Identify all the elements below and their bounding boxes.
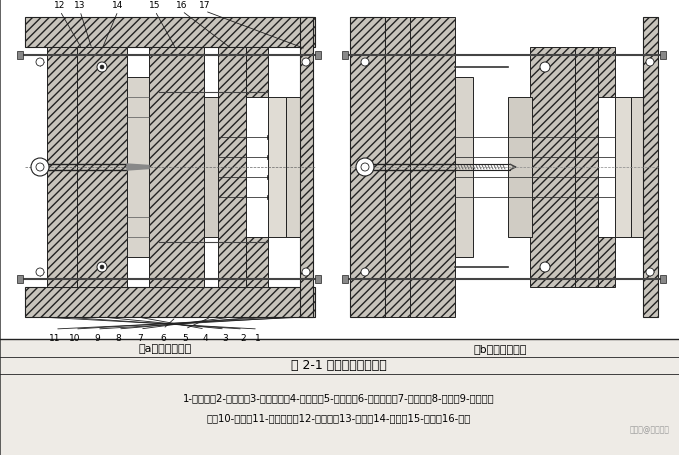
Circle shape [646, 268, 654, 276]
Circle shape [361, 164, 369, 172]
Bar [246, 48, 268, 98]
Circle shape [361, 59, 369, 67]
Text: 7: 7 [137, 333, 143, 342]
Bar [643, 18, 658, 317]
Text: 17: 17 [199, 1, 210, 10]
Bar [598, 238, 615, 288]
Bar [0, 339, 679, 455]
Bar [300, 18, 313, 317]
Text: （a）模具闭合时: （a）模具闭合时 [139, 343, 191, 353]
Text: 16: 16 [177, 1, 188, 10]
Circle shape [302, 268, 310, 276]
Bar [385, 18, 410, 317]
Text: 9: 9 [94, 333, 100, 342]
Circle shape [646, 59, 654, 67]
Text: 3: 3 [222, 333, 228, 342]
Bar [0, 0, 679, 339]
Bar [342, 52, 348, 60]
Text: 10: 10 [69, 333, 81, 342]
Circle shape [540, 63, 550, 73]
Circle shape [97, 263, 107, 273]
Bar [575, 48, 598, 288]
Text: 4: 4 [202, 333, 208, 342]
Bar [342, 275, 348, 283]
Bar [268, 98, 286, 238]
Circle shape [97, 63, 107, 73]
Bar [218, 48, 246, 288]
Text: 1: 1 [255, 333, 261, 342]
Bar [246, 238, 268, 288]
Bar [508, 98, 532, 238]
Bar [77, 48, 127, 288]
Bar [350, 18, 385, 317]
Circle shape [31, 159, 49, 177]
Bar [631, 98, 643, 238]
Circle shape [540, 263, 550, 273]
Bar [530, 48, 575, 288]
Circle shape [302, 59, 310, 67]
Text: 5: 5 [182, 333, 188, 342]
Text: 15: 15 [149, 1, 161, 10]
Text: 12: 12 [54, 1, 66, 10]
Text: 8: 8 [115, 333, 121, 342]
Bar [615, 98, 631, 238]
Circle shape [36, 268, 44, 276]
Text: 1-定位圈；2-浇口套；3-定模底板；4-定模板；5-动模板；6-动模垫板；7-复位杆；8-支架；9-推杆固定: 1-定位圈；2-浇口套；3-定模底板；4-定模板；5-动模板；6-动模垫板；7-… [183, 392, 495, 402]
Text: 11: 11 [50, 333, 60, 342]
Bar [455, 78, 473, 258]
Text: 搜狐号@东湖教育: 搜狐号@东湖教育 [630, 425, 670, 434]
Bar [25, 288, 315, 317]
Circle shape [361, 268, 369, 276]
Bar [598, 48, 615, 98]
Text: 13: 13 [74, 1, 86, 10]
Circle shape [356, 159, 374, 177]
Bar [660, 52, 666, 60]
Bar [47, 48, 77, 288]
Bar [149, 48, 204, 288]
Circle shape [100, 66, 104, 70]
Bar [17, 52, 23, 60]
Text: （b）模具开启时: （b）模具开启时 [473, 343, 527, 353]
Circle shape [100, 265, 104, 269]
Bar [204, 98, 218, 238]
Bar [315, 52, 321, 60]
Bar [17, 275, 23, 283]
Bar [315, 275, 321, 283]
Text: 板；10-推板；11-动模底板；12-拉料杆；13-推杆；14-导柱；15-凸模；16-凹模: 板；10-推板；11-动模底板；12-拉料杆；13-推杆；14-导柱；15-凸模… [207, 412, 471, 422]
Text: 2: 2 [240, 333, 246, 342]
Text: 图 2-1 单分型面注塑模具: 图 2-1 单分型面注塑模具 [291, 359, 387, 372]
Bar [286, 98, 300, 238]
Bar [410, 18, 455, 317]
Circle shape [36, 164, 44, 172]
Polygon shape [127, 165, 149, 171]
Bar [660, 275, 666, 283]
Text: 6: 6 [160, 333, 166, 342]
Circle shape [36, 59, 44, 67]
Bar [25, 18, 315, 48]
Text: 14: 14 [112, 1, 124, 10]
Bar [127, 78, 149, 258]
